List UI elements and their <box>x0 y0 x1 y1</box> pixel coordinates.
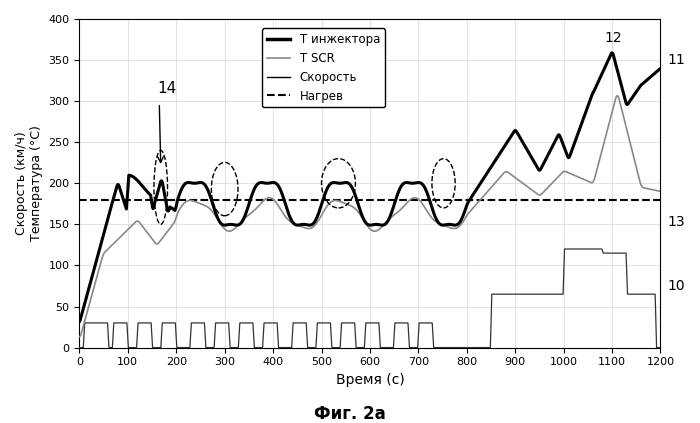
Text: Фиг. 2а: Фиг. 2а <box>314 405 386 423</box>
Text: 10: 10 <box>668 279 685 293</box>
Y-axis label: Скорость (км/ч)
Температура (°С): Скорость (км/ч) Температура (°С) <box>15 125 43 241</box>
X-axis label: Время (с): Время (с) <box>335 373 405 387</box>
Text: 14: 14 <box>157 81 176 96</box>
Text: 12: 12 <box>605 31 622 45</box>
Text: 11: 11 <box>668 53 685 67</box>
Legend: Т инжектора, T SCR, Скорость, Нагрев: Т инжектора, T SCR, Скорость, Нагрев <box>262 28 385 107</box>
Text: 13: 13 <box>668 215 685 229</box>
